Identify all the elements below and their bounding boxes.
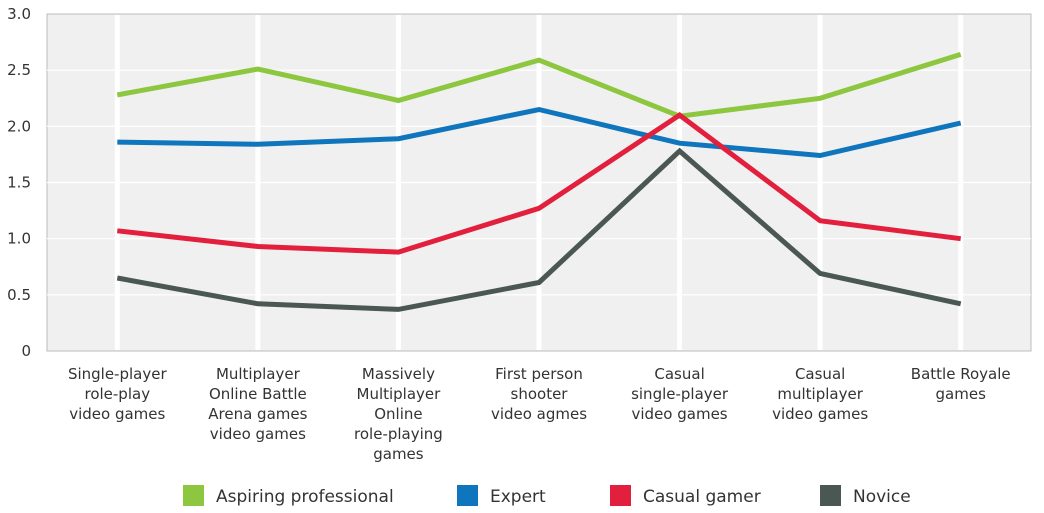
x-category-label-line: Online Battle — [209, 385, 307, 403]
y-tick-label: 3.0 — [7, 5, 31, 23]
x-category-label-line: games — [936, 385, 987, 403]
legend-swatch — [183, 485, 204, 506]
y-tick-label: 0.5 — [7, 286, 31, 304]
legend-label: Casual gamer — [643, 487, 761, 507]
x-category-label-line: multiplayer — [777, 385, 863, 403]
x-category-label: Casual multiplayer video games — [772, 365, 868, 423]
legend-label: Aspiring professional — [216, 487, 394, 507]
y-tick-label: 1.0 — [7, 230, 31, 248]
x-category-label-line: role-play — [84, 385, 150, 403]
legend-label: Novice — [853, 487, 911, 507]
x-category-label: Battle Royale games — [911, 365, 1011, 403]
y-tick-label: 0 — [21, 342, 31, 360]
series-line-novice — [116, 147, 962, 312]
x-category-label: Multiplayer Online Battle Arena games video… — [208, 365, 307, 443]
x-category-label-line: Online — [374, 405, 422, 423]
x-category-label-line: games — [373, 445, 424, 463]
x-category-label-line: video games — [69, 405, 165, 423]
y-axis-ticks: 0 0.5 1.0 1.5 2.0 2.5 3.0 — [7, 5, 31, 360]
series-line-expert — [117, 106, 962, 159]
x-category-label-line: Casual — [654, 365, 704, 383]
x-category-label-line: Arena games — [208, 405, 307, 423]
x-category-label-line: video agmes — [491, 405, 587, 423]
x-category-label-line: Multiplayer — [357, 385, 442, 403]
x-category-label-line: Massively — [362, 365, 435, 383]
series-line-casual-gamer — [117, 112, 962, 255]
legend-swatch — [457, 485, 478, 506]
x-category-label: Single-player role-play video games — [68, 365, 168, 423]
series-line-aspiring-professional — [116, 52, 962, 119]
y-tick-label: 2.0 — [7, 117, 31, 135]
legend-swatch — [820, 485, 841, 506]
x-category-label-line: video games — [772, 405, 868, 423]
y-tick-label: 2.5 — [7, 61, 31, 79]
x-category-label-line: Casual — [795, 365, 845, 383]
x-category-label-line: Multiplayer — [216, 365, 301, 383]
x-category-label-line: role-playing — [354, 425, 443, 443]
series-lines — [116, 52, 962, 312]
x-category-label-line: shooter — [511, 385, 569, 403]
legend-swatch — [610, 485, 631, 506]
legend-label: Expert — [490, 487, 546, 507]
x-category-label-line: video games — [210, 425, 306, 443]
x-category-label-line: Single-player — [68, 365, 168, 383]
x-category-label-line: First person — [495, 365, 583, 383]
x-category-label: Massively Multiplayer Online role-playing ga… — [354, 365, 443, 463]
x-axis-categories: Single-player role-play video gamesMultipl… — [68, 365, 1011, 463]
legend: Aspiring professional Expert Casual gamer N… — [183, 485, 911, 507]
y-tick-label: 1.5 — [7, 174, 31, 192]
x-category-label-line: single-player — [631, 385, 729, 403]
x-category-label-line: video games — [632, 405, 728, 423]
x-category-label-line: Battle Royale — [911, 365, 1011, 383]
x-category-label: Casual single-player video games — [631, 365, 729, 423]
x-category-label: First person shooter video agmes — [491, 365, 587, 423]
